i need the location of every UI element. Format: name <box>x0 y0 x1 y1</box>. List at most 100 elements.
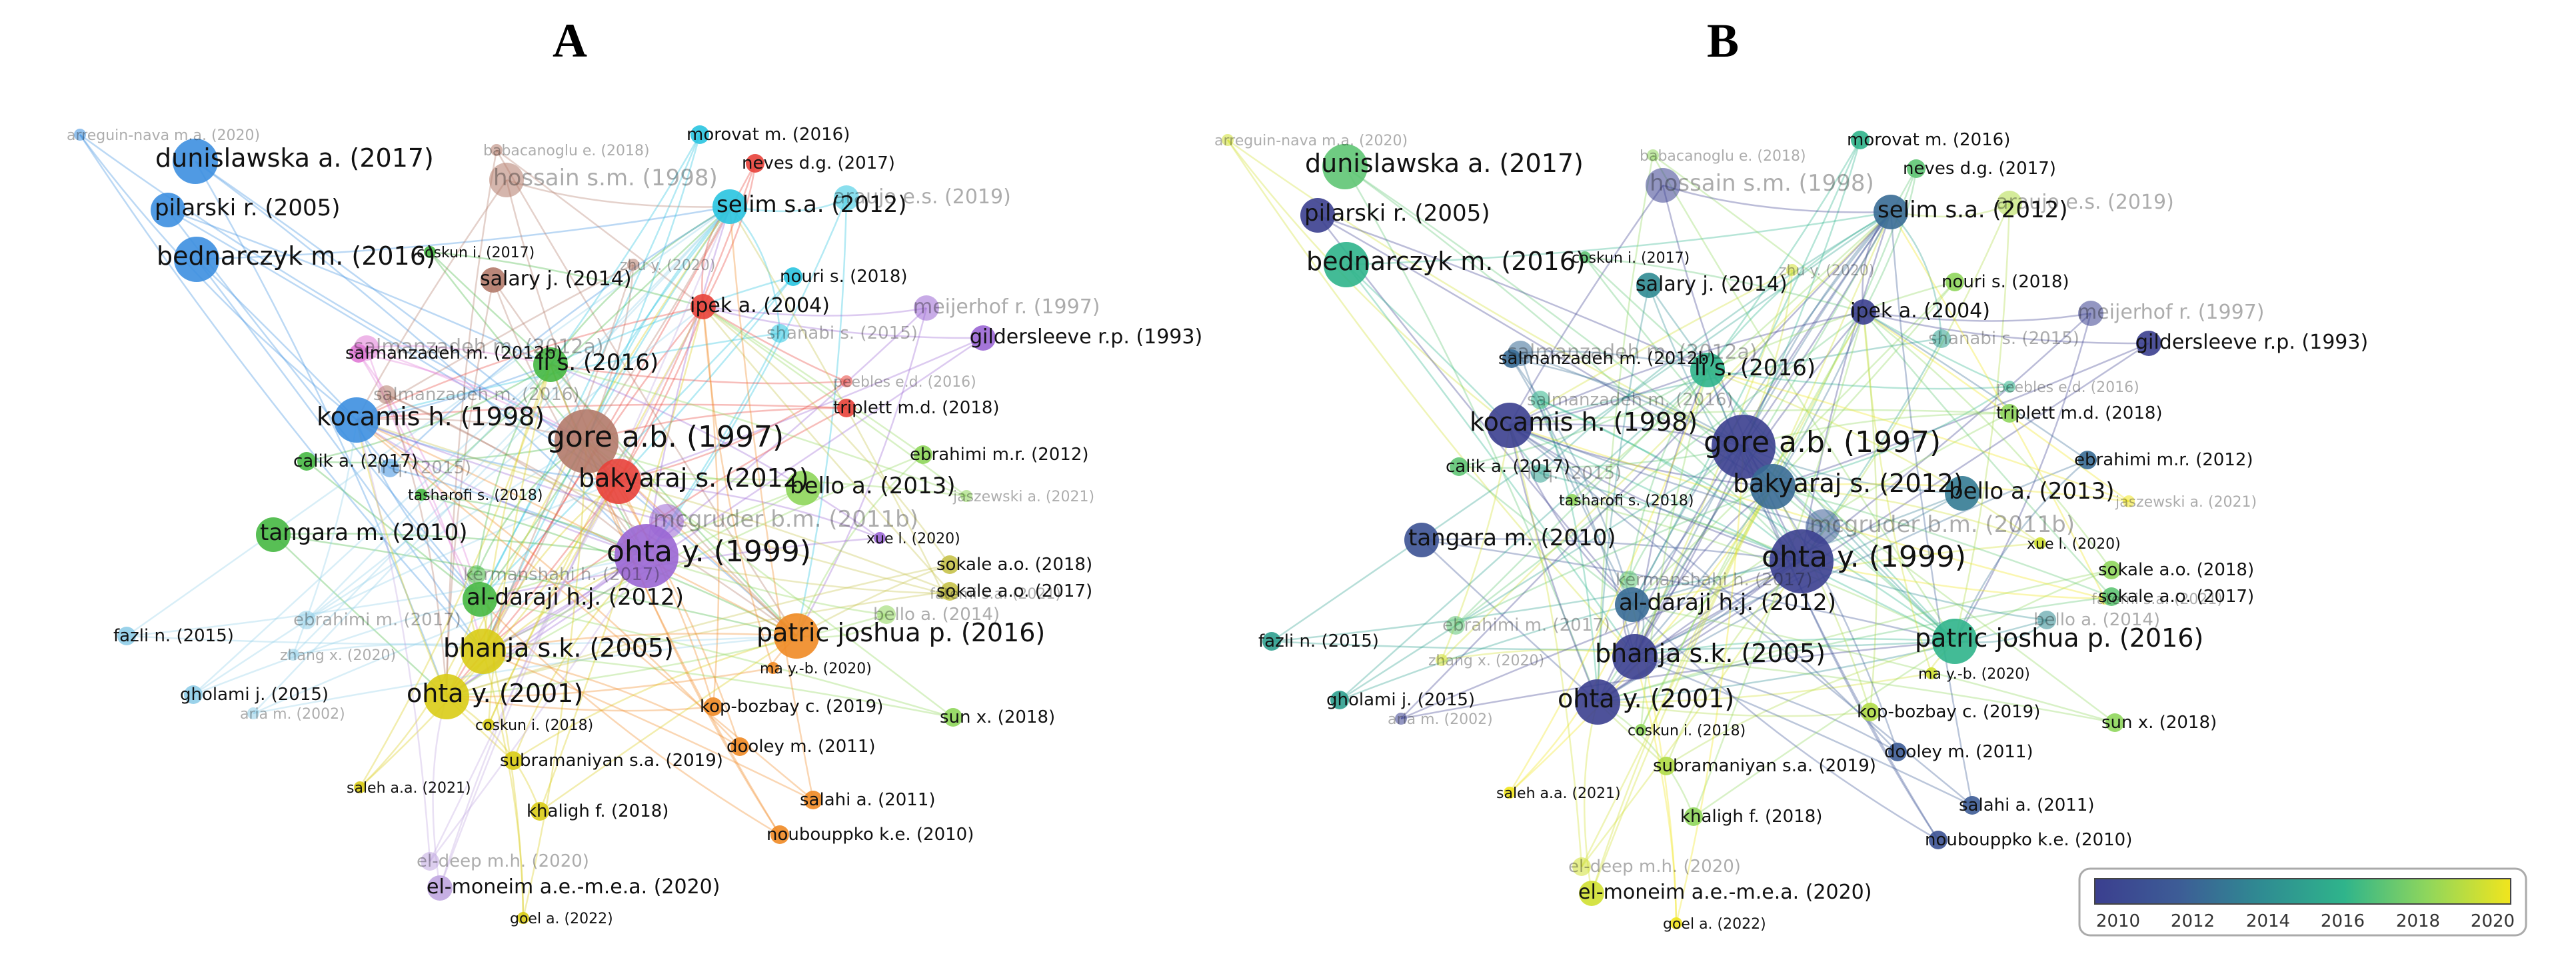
b-node-saleh-a-a-2021[interactable] <box>1504 787 1516 799</box>
b-node-neves-d-g-2017[interactable] <box>1907 159 1926 178</box>
b-node-shanabi-s-2015[interactable] <box>1932 329 1951 348</box>
b-node-kop-bozbay-c-2019[interactable] <box>1861 703 1880 721</box>
b-node-noubouppko-k-e-2010[interactable] <box>1929 831 1947 849</box>
b-node-aria-m-2002[interactable] <box>1395 713 1407 725</box>
b-node-li-q-2015[interactable] <box>1531 464 1550 483</box>
a-node-bhanja-s-k-2005[interactable] <box>461 629 506 674</box>
a-node-salmanzadeh-m-2012b[interactable] <box>349 344 368 363</box>
b-node-subramaniyan-s-a-2019[interactable] <box>1657 757 1676 775</box>
b-node-bello-a-2014[interactable] <box>2037 611 2056 629</box>
a-node-bakyaraj-s-2012[interactable] <box>596 459 641 504</box>
b-node-patric-joshua-p-2016[interactable] <box>1932 619 1977 664</box>
b-node-bakyaraj-s-2012[interactable] <box>1750 464 1796 509</box>
a-node-ma-y-b-2020[interactable] <box>767 662 779 674</box>
b-node-morovat-m-2016[interactable] <box>1851 131 1870 149</box>
b-node-bednarczyk-m-2016[interactable] <box>1324 242 1369 287</box>
b-node-ohta-y-2001[interactable] <box>1575 679 1620 725</box>
a-node-khaligh-f-2018[interactable] <box>531 802 549 821</box>
a-node-bello-a-2013[interactable] <box>786 471 820 505</box>
a-node-ebrahimi-m-r-2012[interactable] <box>914 445 932 464</box>
a-node-patric-joshua-p-2016[interactable] <box>774 613 819 659</box>
a-node-babacanoglu-e-2018[interactable] <box>491 144 503 156</box>
b-node-selim-s-a-2012[interactable] <box>1874 195 1908 229</box>
b-node-hossain-s-m-1998[interactable] <box>1646 168 1680 203</box>
a-node-morovat-m-2016[interactable] <box>690 125 709 144</box>
a-node-araujo-e-s-2019[interactable] <box>834 185 859 211</box>
a-node-el-moneim-a-e-m-e-a-2020[interactable] <box>427 875 453 901</box>
a-node-tangara-m-2010[interactable] <box>256 517 291 552</box>
b-node-salary-j-2014[interactable] <box>1636 273 1662 298</box>
b-node-jaszewski-a-2021[interactable] <box>2123 495 2135 507</box>
a-node-ebrahimi-m-2017[interactable] <box>297 611 316 629</box>
a-node-el-deep-m-h-2020[interactable] <box>421 852 439 871</box>
b-node-salahi-a-2011[interactable] <box>1963 796 1981 815</box>
a-node-gore-a-b-1997[interactable] <box>555 409 619 473</box>
b-node-tangara-m-2010[interactable] <box>1404 523 1439 557</box>
b-node-arreguin-nava-m-a-2020[interactable] <box>1222 134 1234 146</box>
a-node-triplett-m-d-2018[interactable] <box>837 399 856 417</box>
b-node-meijerhof-r-1997[interactable] <box>2078 301 2103 326</box>
b-node-khaligh-f-2018[interactable] <box>1684 807 1703 826</box>
b-node-babacanoglu-e-2018[interactable] <box>1647 149 1659 161</box>
a-node-selim-s-a-2012[interactable] <box>712 189 747 224</box>
b-node-el-moneim-a-e-m-e-a-2020[interactable] <box>1579 881 1604 906</box>
b-node-gholami-j-2015[interactable] <box>1330 691 1349 709</box>
b-node-peebles-e-d-2016[interactable] <box>2003 381 2015 393</box>
a-node-hossain-s-m-1998[interactable] <box>489 163 524 197</box>
a-node-ohta-y-2001[interactable] <box>424 674 469 719</box>
b-node-coskun-i-2017[interactable] <box>1579 251 1591 263</box>
a-node-zhang-x-2020[interactable] <box>287 649 299 661</box>
b-node-triplett-m-d-2018[interactable] <box>2000 404 2019 423</box>
b-node-tasharofi-s-2018[interactable] <box>1566 494 1578 506</box>
a-node-arreguin-nava-m-a-2020[interactable] <box>74 129 86 141</box>
a-node-aria-m-2002[interactable] <box>247 707 259 719</box>
b-node-goel-a-2022[interactable] <box>1670 917 1682 929</box>
b-node-ma-y-b-2020[interactable] <box>1926 667 1937 679</box>
a-node-bello-a-2014[interactable] <box>877 605 896 624</box>
b-node-sokale-a-o-2018[interactable] <box>2102 561 2121 579</box>
a-node-li-q-2015[interactable] <box>381 459 399 477</box>
a-node-meijerhof-r-1997[interactable] <box>914 295 939 321</box>
a-node-shanabi-s-2015[interactable] <box>770 324 789 343</box>
b-node-pilarski-r-2005[interactable] <box>1300 198 1335 233</box>
a-node-xue-l-2020[interactable] <box>874 532 886 544</box>
a-node-zhu-y-2020[interactable] <box>627 259 639 271</box>
b-node-li-s-2016[interactable] <box>1690 353 1725 387</box>
a-node-saleh-a-a-2021[interactable] <box>354 781 366 793</box>
b-node-zhang-x-2020[interactable] <box>1436 654 1448 666</box>
a-node-coskun-i-2017[interactable] <box>424 246 436 258</box>
a-node-jaszewski-a-2021[interactable] <box>960 490 972 502</box>
a-node-gildersleeve-r-p-1993[interactable] <box>970 325 996 351</box>
b-node-coskun-i-2018[interactable] <box>1635 724 1647 736</box>
a-node-nouri-s-2018[interactable] <box>784 267 802 286</box>
a-node-tasharofi-s-2018[interactable] <box>415 489 427 501</box>
a-node-goel-a-2022[interactable] <box>517 912 529 924</box>
b-node-ebrahimi-m-2017[interactable] <box>1446 616 1465 635</box>
b-node-fazli-n-2015[interactable] <box>1262 632 1281 651</box>
b-node-bhanja-s-k-2005[interactable] <box>1612 634 1658 679</box>
a-node-kocamis-h-1998[interactable] <box>334 397 379 443</box>
a-node-sun-x-2018[interactable] <box>944 708 962 727</box>
a-node-salary-j-2014[interactable] <box>481 267 506 293</box>
a-node-neves-d-g-2017[interactable] <box>746 154 764 173</box>
b-node-ipek-a-2004[interactable] <box>1851 299 1876 325</box>
b-node-el-deep-m-h-2020[interactable] <box>1572 857 1591 876</box>
a-node-li-s-2016[interactable] <box>533 347 568 382</box>
a-node-salmanzadeh-m-2016[interactable] <box>377 385 396 404</box>
b-node-al-daraji-h-j-2012[interactable] <box>1615 587 1650 622</box>
a-node-sokale-a-o-2018[interactable] <box>940 555 959 574</box>
a-node-bednarczyk-m-2016[interactable] <box>174 237 219 282</box>
b-node-sun-x-2018[interactable] <box>2105 713 2124 732</box>
a-node-peebles-e-d-2016[interactable] <box>840 375 852 387</box>
a-node-dooley-m-2011[interactable] <box>730 737 749 756</box>
a-node-al-daraji-h-j-2012[interactable] <box>463 582 497 617</box>
b-node-kermanshahi-h-2017[interactable] <box>1620 571 1638 589</box>
a-node-coskun-i-2018[interactable] <box>483 719 495 731</box>
a-node-kop-bozbay-c-2019[interactable] <box>704 697 722 716</box>
b-node-ohta-y-1999[interactable] <box>1770 529 1834 593</box>
a-node-kermanshahi-h-2017[interactable] <box>467 565 486 584</box>
b-node-xue-l-2020[interactable] <box>2034 537 2046 549</box>
b-node-araujo-e-s-2019[interactable] <box>1997 191 2022 216</box>
b-node-gildersleeve-r-p-1993[interactable] <box>2136 331 2161 356</box>
a-node-fazli-n-2015[interactable] <box>117 627 136 645</box>
